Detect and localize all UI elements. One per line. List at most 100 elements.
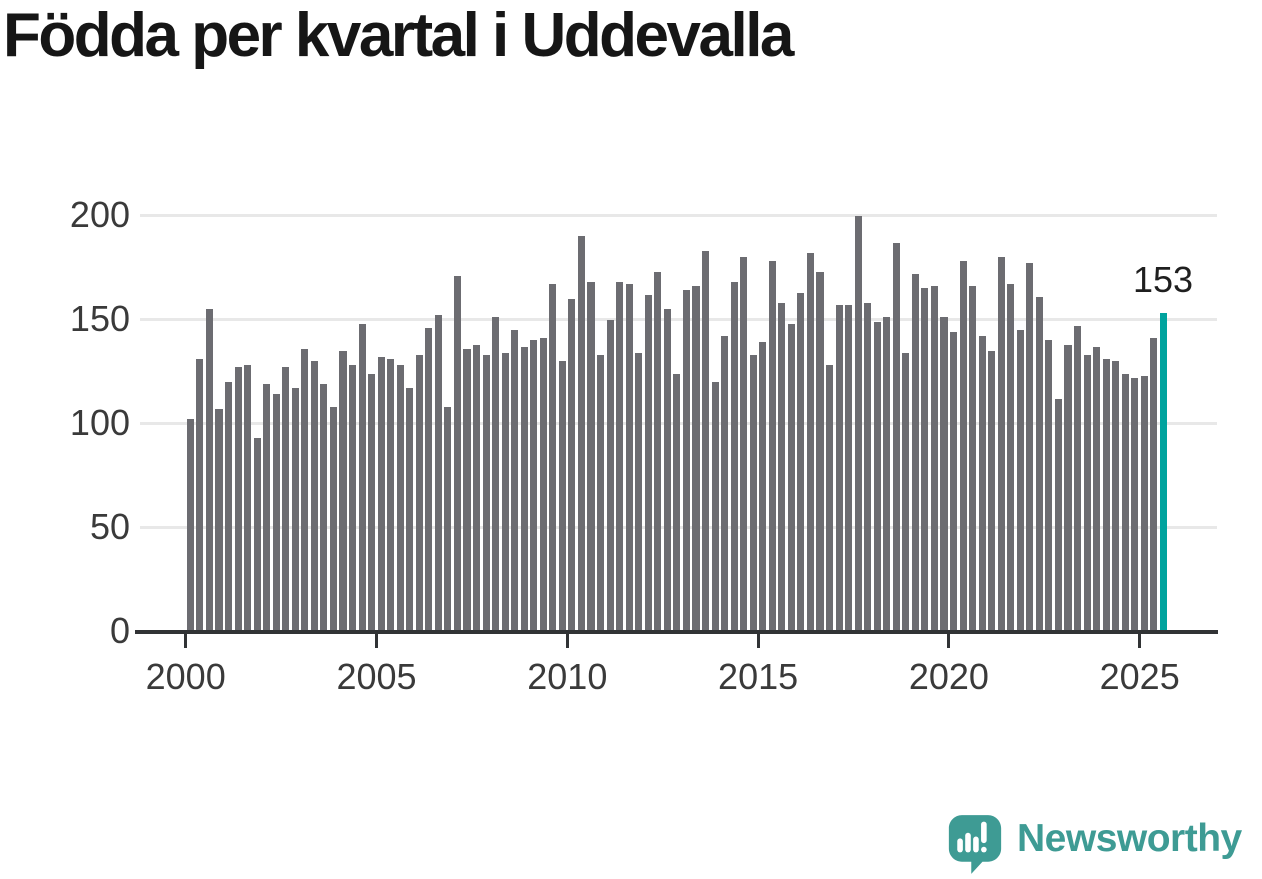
x-axis-tick bbox=[947, 634, 951, 648]
x-axis-tick bbox=[184, 634, 188, 648]
bar bbox=[1074, 325, 1082, 632]
newsworthy-wordmark: Newsworthy bbox=[1017, 817, 1242, 860]
bar bbox=[348, 365, 357, 632]
bar bbox=[453, 275, 461, 632]
bar bbox=[768, 261, 776, 632]
bar bbox=[301, 348, 309, 632]
bar bbox=[969, 286, 977, 632]
bar bbox=[1083, 354, 1091, 632]
bar bbox=[205, 309, 213, 632]
bar bbox=[482, 354, 490, 632]
bar bbox=[272, 394, 280, 632]
bar bbox=[740, 257, 748, 632]
bar bbox=[921, 288, 929, 632]
bar bbox=[778, 302, 786, 632]
bar-highlighted bbox=[1159, 313, 1167, 632]
bar bbox=[1007, 284, 1015, 632]
newsworthy-icon bbox=[948, 815, 1002, 874]
bar bbox=[196, 359, 204, 632]
bar bbox=[425, 327, 433, 632]
chart-title: Födda per kvartal i Uddevalla bbox=[3, 1, 794, 70]
bar bbox=[501, 352, 509, 632]
bar bbox=[930, 286, 938, 632]
y-axis-label: 50 bbox=[89, 505, 130, 547]
bar bbox=[492, 317, 500, 632]
bar bbox=[644, 294, 652, 632]
bar bbox=[224, 381, 233, 632]
x-axis-label: 2010 bbox=[527, 656, 608, 697]
bar bbox=[339, 350, 347, 632]
bar bbox=[368, 373, 376, 632]
bar bbox=[577, 236, 586, 632]
x-axis-label: 2000 bbox=[145, 656, 226, 697]
bar bbox=[892, 242, 900, 632]
bar bbox=[797, 292, 805, 632]
bar bbox=[291, 388, 299, 632]
bar bbox=[1016, 329, 1024, 632]
bar bbox=[597, 354, 605, 632]
bar bbox=[377, 357, 385, 632]
bar bbox=[530, 340, 538, 632]
x-axis-tick bbox=[375, 634, 378, 648]
bar bbox=[1121, 373, 1129, 632]
bar bbox=[864, 302, 872, 632]
bar bbox=[902, 352, 910, 632]
bar bbox=[282, 367, 290, 632]
bar bbox=[1026, 263, 1034, 632]
x-axis-label: 2020 bbox=[908, 656, 989, 697]
bar bbox=[873, 321, 881, 632]
x-axis-label: 2015 bbox=[718, 656, 799, 697]
bar bbox=[244, 365, 252, 632]
y-axis-label: 200 bbox=[69, 193, 130, 235]
bar bbox=[854, 215, 862, 632]
bar bbox=[511, 329, 519, 632]
x-axis-tick bbox=[756, 634, 760, 648]
bar bbox=[673, 373, 681, 632]
bar bbox=[406, 388, 414, 632]
bar bbox=[234, 367, 242, 632]
bar bbox=[950, 332, 958, 632]
bar bbox=[730, 282, 738, 632]
bar bbox=[663, 309, 671, 632]
bar bbox=[940, 317, 948, 632]
bar bbox=[1064, 344, 1072, 632]
y-axis-label: 150 bbox=[69, 297, 130, 339]
bar bbox=[1150, 338, 1158, 632]
gridline bbox=[140, 318, 1217, 321]
bar bbox=[387, 359, 395, 632]
bar bbox=[816, 271, 824, 632]
bar bbox=[558, 361, 566, 632]
gridline bbox=[140, 214, 1217, 217]
newsworthy-logo: Newsworthy bbox=[947, 813, 1242, 875]
bar bbox=[329, 406, 337, 632]
bar bbox=[1140, 375, 1148, 632]
bar bbox=[587, 282, 595, 632]
bar bbox=[415, 354, 423, 632]
bar bbox=[911, 273, 919, 632]
bar bbox=[549, 284, 557, 632]
bar bbox=[215, 408, 223, 632]
y-axis-label: 100 bbox=[69, 401, 130, 443]
bar bbox=[444, 406, 452, 632]
bar bbox=[358, 323, 366, 632]
bar bbox=[616, 282, 624, 632]
bar bbox=[835, 305, 843, 632]
bar bbox=[606, 319, 614, 632]
bar bbox=[997, 257, 1005, 632]
x-axis-label: 2005 bbox=[336, 656, 417, 697]
bar bbox=[1102, 359, 1110, 632]
bar bbox=[186, 419, 194, 632]
bar bbox=[263, 384, 271, 632]
bar bbox=[625, 284, 633, 632]
bar bbox=[749, 354, 757, 632]
bar bbox=[253, 438, 261, 632]
bar bbox=[1112, 361, 1120, 632]
last-value-label: 153 bbox=[1132, 259, 1194, 300]
bar bbox=[654, 271, 662, 632]
bar bbox=[682, 290, 690, 632]
bar bbox=[825, 365, 834, 632]
x-axis-tick bbox=[1138, 634, 1142, 648]
bar bbox=[1035, 296, 1043, 632]
